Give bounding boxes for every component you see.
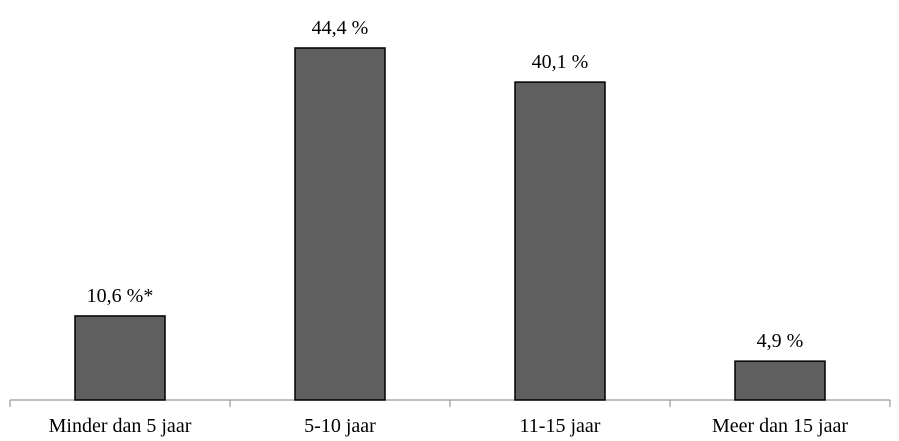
bar (294, 47, 386, 401)
bar (74, 315, 166, 401)
x-tick-label: 5-10 jaar (304, 415, 376, 437)
x-axis-ticks (9, 400, 891, 407)
data-label: 4,9 % (757, 330, 804, 352)
data-label: 10,6 %* (87, 285, 154, 307)
x-tick-label: Minder dan 5 jaar (49, 415, 192, 437)
data-labels-group: 10,6 %* 44,4 % 40,1 % 4,9 % (87, 17, 804, 352)
x-tick-label: 11-15 jaar (520, 415, 601, 437)
bars-group (74, 47, 826, 401)
x-tick-label: Meer dan 15 jaar (712, 415, 848, 437)
x-tick-labels-group: Minder dan 5 jaar 5-10 jaar 11-15 jaar Meer… (49, 415, 849, 437)
data-label: 44,4 % (312, 17, 369, 39)
data-label: 40,1 % (532, 51, 589, 73)
bar (734, 360, 826, 401)
bar (514, 81, 606, 401)
